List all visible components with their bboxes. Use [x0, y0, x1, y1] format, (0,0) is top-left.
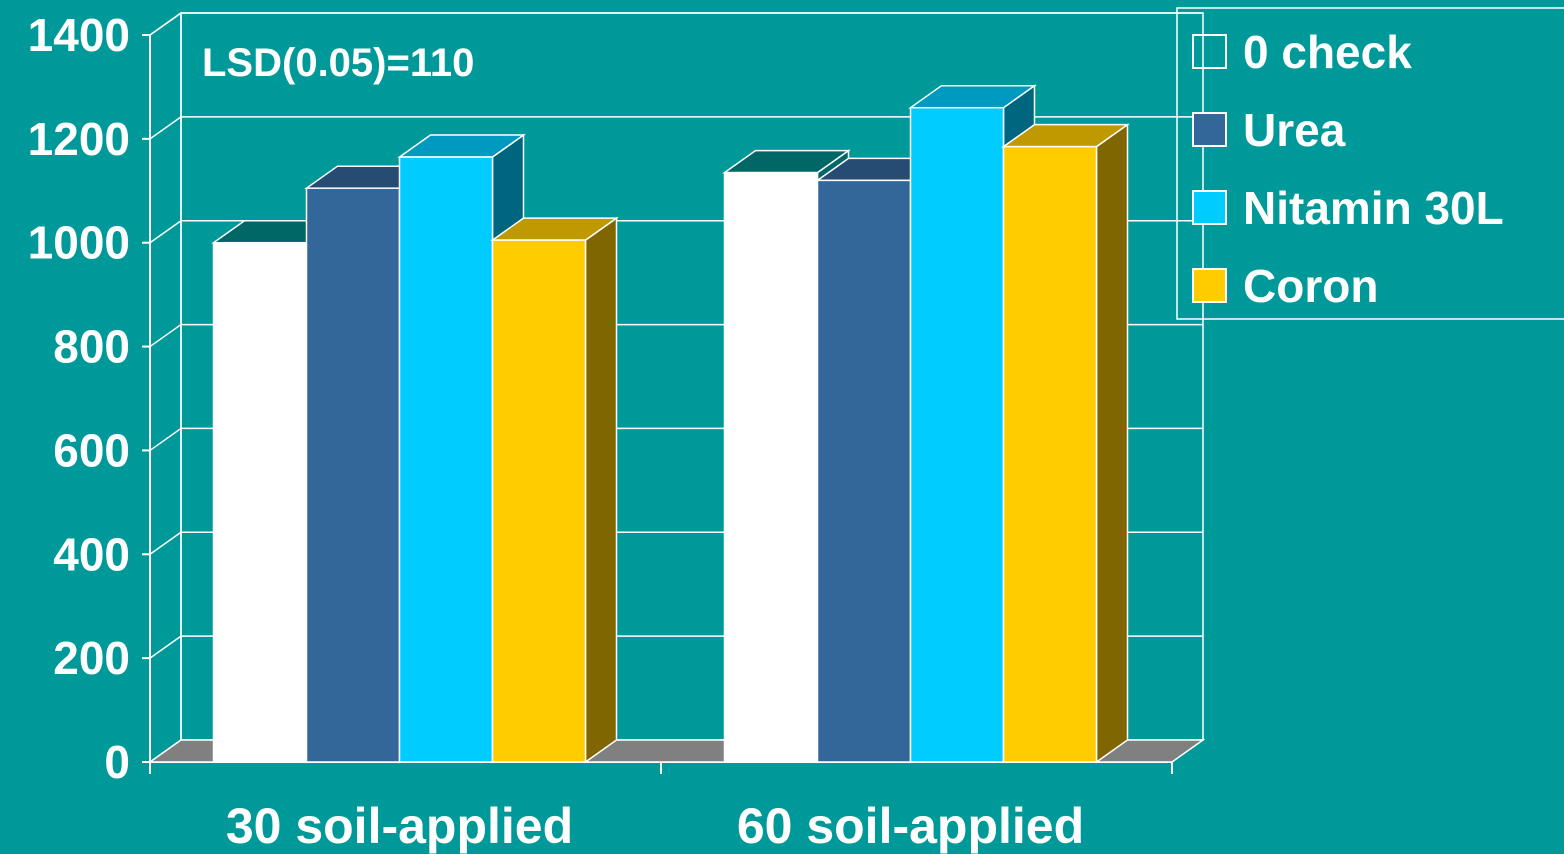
bar-front [398, 156, 494, 763]
bar-front [1002, 145, 1098, 763]
y-tick-label: 800 [53, 321, 130, 373]
legend-box [1176, 7, 1564, 320]
legend-entry-label: 0 check [1243, 26, 1412, 78]
bar-front [491, 239, 587, 763]
y-tick-label: 0 [104, 736, 130, 788]
x-category-labels: 30 soil-applied 60 soil-applied [226, 798, 1084, 854]
x-category-label: 60 soil-applied [737, 798, 1084, 854]
legend-swatch [1192, 268, 1227, 303]
gridline-side [149, 635, 182, 659]
bar-front [816, 179, 912, 763]
side-wall [149, 11, 182, 764]
gridline-side [149, 427, 182, 452]
gridline-side [149, 323, 182, 348]
y-tick-label: 200 [53, 632, 130, 684]
bars [211, 84, 1130, 764]
x-category-label: 30 soil-applied [226, 798, 573, 854]
legend-entry-label: Nitamin 30L [1243, 182, 1504, 234]
bar-front [305, 187, 401, 763]
y-tick-label: 1000 [28, 217, 130, 269]
y-tick-label: 600 [53, 424, 130, 476]
bar-side [1095, 123, 1129, 764]
legend-swatch [1192, 190, 1227, 225]
y-tick-label: 1200 [28, 113, 130, 165]
gridline-side [149, 220, 182, 244]
y-tick-labels: 0 200 400 600 800 1000 1200 1400 [28, 9, 130, 788]
bar-front [723, 171, 819, 763]
y-tick-label: 1400 [28, 9, 130, 61]
bar-coron [490, 216, 619, 764]
gridline-side [149, 116, 182, 140]
bar-side [584, 216, 618, 764]
legend-swatch [1192, 34, 1227, 69]
legend: 0 check Urea Nitamin 30L Coron [1176, 7, 1564, 320]
legend-entry-label: Urea [1243, 104, 1346, 156]
bar-coron [1001, 123, 1130, 764]
lsd-annotation: LSD(0.05)=110 [202, 41, 474, 85]
y-tick-label: 400 [53, 528, 130, 580]
bar-front [909, 106, 1005, 763]
legend-entry-label: Coron [1243, 260, 1378, 312]
bar-front [212, 241, 308, 763]
gridline-side [149, 531, 182, 555]
gridline-side [149, 12, 182, 36]
legend-swatch [1192, 112, 1227, 147]
